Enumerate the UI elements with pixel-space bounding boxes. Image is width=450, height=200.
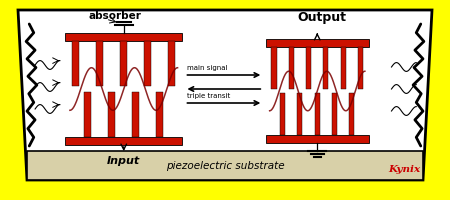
Polygon shape: [18, 10, 432, 180]
Bar: [96, 41, 104, 86]
Text: triple transit: triple transit: [187, 93, 230, 99]
Text: piezoelectric substrate: piezoelectric substrate: [166, 161, 284, 171]
Bar: [280, 93, 285, 135]
Bar: [315, 93, 320, 135]
Bar: [349, 93, 355, 135]
Bar: [168, 41, 175, 86]
Polygon shape: [27, 151, 423, 180]
Bar: [358, 47, 363, 89]
Text: absorber: absorber: [88, 11, 141, 21]
Bar: [108, 92, 115, 137]
Bar: [65, 33, 182, 41]
Text: Input: Input: [107, 156, 140, 166]
Bar: [271, 47, 276, 89]
Bar: [266, 39, 369, 47]
Bar: [324, 47, 328, 89]
Text: Output: Output: [297, 10, 346, 23]
Text: Kynix: Kynix: [389, 164, 421, 173]
Bar: [289, 47, 294, 89]
Bar: [132, 92, 139, 137]
Bar: [65, 137, 182, 145]
Bar: [72, 41, 80, 86]
Bar: [332, 93, 337, 135]
Bar: [341, 47, 346, 89]
Bar: [144, 41, 151, 86]
Bar: [266, 135, 369, 143]
Bar: [297, 93, 302, 135]
Bar: [84, 92, 91, 137]
Bar: [306, 47, 311, 89]
Bar: [120, 41, 127, 86]
Bar: [156, 92, 163, 137]
Text: main signal: main signal: [187, 65, 227, 71]
